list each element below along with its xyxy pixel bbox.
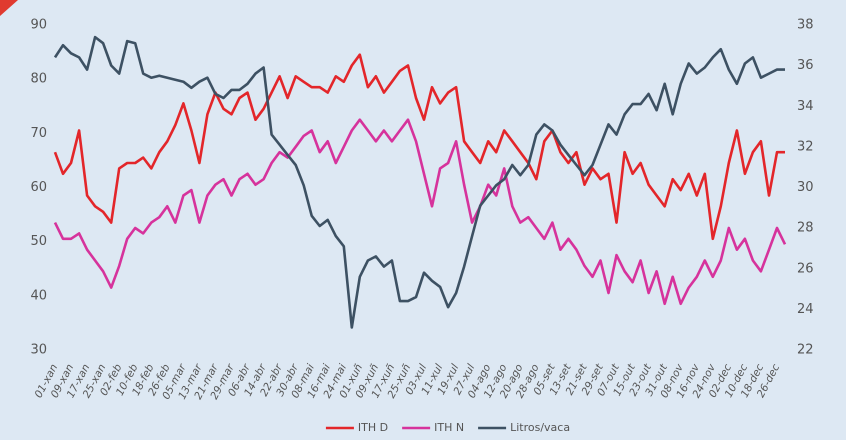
y2-tick-label: 24 xyxy=(797,302,814,317)
y2-tick-label: 36 xyxy=(797,58,814,73)
series-line xyxy=(53,53,785,241)
corner-mark xyxy=(0,0,18,16)
y-tick-label: 90 xyxy=(30,18,47,33)
y-tick-label: 30 xyxy=(30,343,47,358)
marks xyxy=(53,35,787,329)
y2-tick-label: 32 xyxy=(797,139,814,154)
grid xyxy=(795,32,799,359)
y-tick-label: 60 xyxy=(30,180,47,195)
y-tick-label: 50 xyxy=(30,234,47,249)
legend-label: ITH N xyxy=(434,421,464,434)
y2-tick-label: 22 xyxy=(797,343,814,358)
series-line xyxy=(53,35,785,329)
y2-tick-label: 38 xyxy=(797,18,814,33)
y2-tick-label: 26 xyxy=(797,261,814,276)
y-tick-label: 80 xyxy=(30,72,47,87)
y-tick-label: 70 xyxy=(30,126,47,141)
y2-tick-label: 30 xyxy=(797,180,814,195)
legend-label: Litros/vaca xyxy=(510,421,570,434)
series-line xyxy=(53,118,787,306)
y2-tick-label: 28 xyxy=(797,221,814,236)
y2-tick-label: 34 xyxy=(797,99,814,114)
y-tick-label: 40 xyxy=(30,288,47,303)
legend-label: ITH D xyxy=(358,421,388,434)
